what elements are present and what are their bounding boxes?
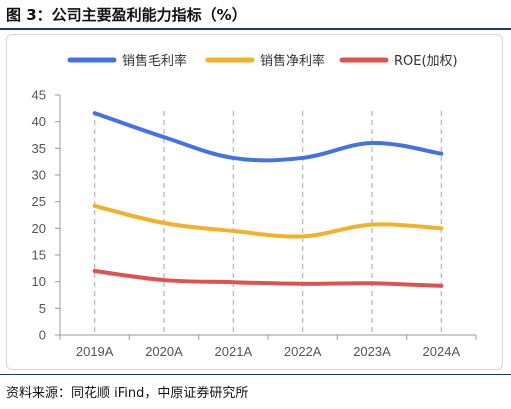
- y-tick-label-40: 40: [32, 114, 46, 129]
- x-tick-label-2023A: 2023A: [353, 344, 391, 359]
- y-tick-label-35: 35: [32, 141, 46, 156]
- x-tick-label-2022A: 2022A: [284, 344, 322, 359]
- series-line-1: [92, 111, 444, 163]
- x-tick-label-2020A: 2020A: [145, 344, 183, 359]
- figure-title: 图 3：公司主要盈利能力指标（%）: [6, 6, 247, 24]
- legend-label-3: ROE(加权): [394, 53, 458, 69]
- y-tick-label-30: 30: [32, 168, 46, 183]
- y-tick-label-25: 25: [32, 194, 46, 209]
- chart-axes: 0 5 10 15 20 25 30 35 40 45 2019A 2020A 2021A 2022A 20…: [32, 88, 477, 359]
- x-tick-label-2024A: 2024A: [423, 344, 461, 359]
- title-rule: [0, 28, 511, 30]
- chart-frame: [6, 34, 503, 370]
- x-tick-label-2021A: 2021A: [215, 344, 253, 359]
- y-tick-label-5: 5: [39, 301, 46, 316]
- y-tick-label-45: 45: [32, 88, 46, 103]
- series-line-3: [92, 269, 444, 288]
- legend-label-1: 销售毛利率: [122, 53, 187, 69]
- line-chart: 销售毛利率 销售净利率 ROE(加权) 0 5 10 15 20 25 30 35 40 45 2019…: [32, 53, 477, 359]
- y-tick-label-15: 15: [32, 248, 46, 263]
- source-note: 资料来源：同花顺 iFind，中原证券研究所: [6, 386, 249, 401]
- source-rule: [0, 374, 511, 375]
- chart-legend: 销售毛利率 销售净利率 ROE(加权): [67, 53, 458, 69]
- series-line-2: [92, 203, 444, 239]
- y-tick-label-0: 0: [39, 328, 46, 343]
- y-tick-label-20: 20: [32, 221, 46, 236]
- y-tick-label-10: 10: [32, 274, 46, 289]
- legend-label-2: 销售净利率: [260, 53, 325, 69]
- chart-series: [92, 111, 444, 288]
- x-tick-label-2019A: 2019A: [76, 344, 114, 359]
